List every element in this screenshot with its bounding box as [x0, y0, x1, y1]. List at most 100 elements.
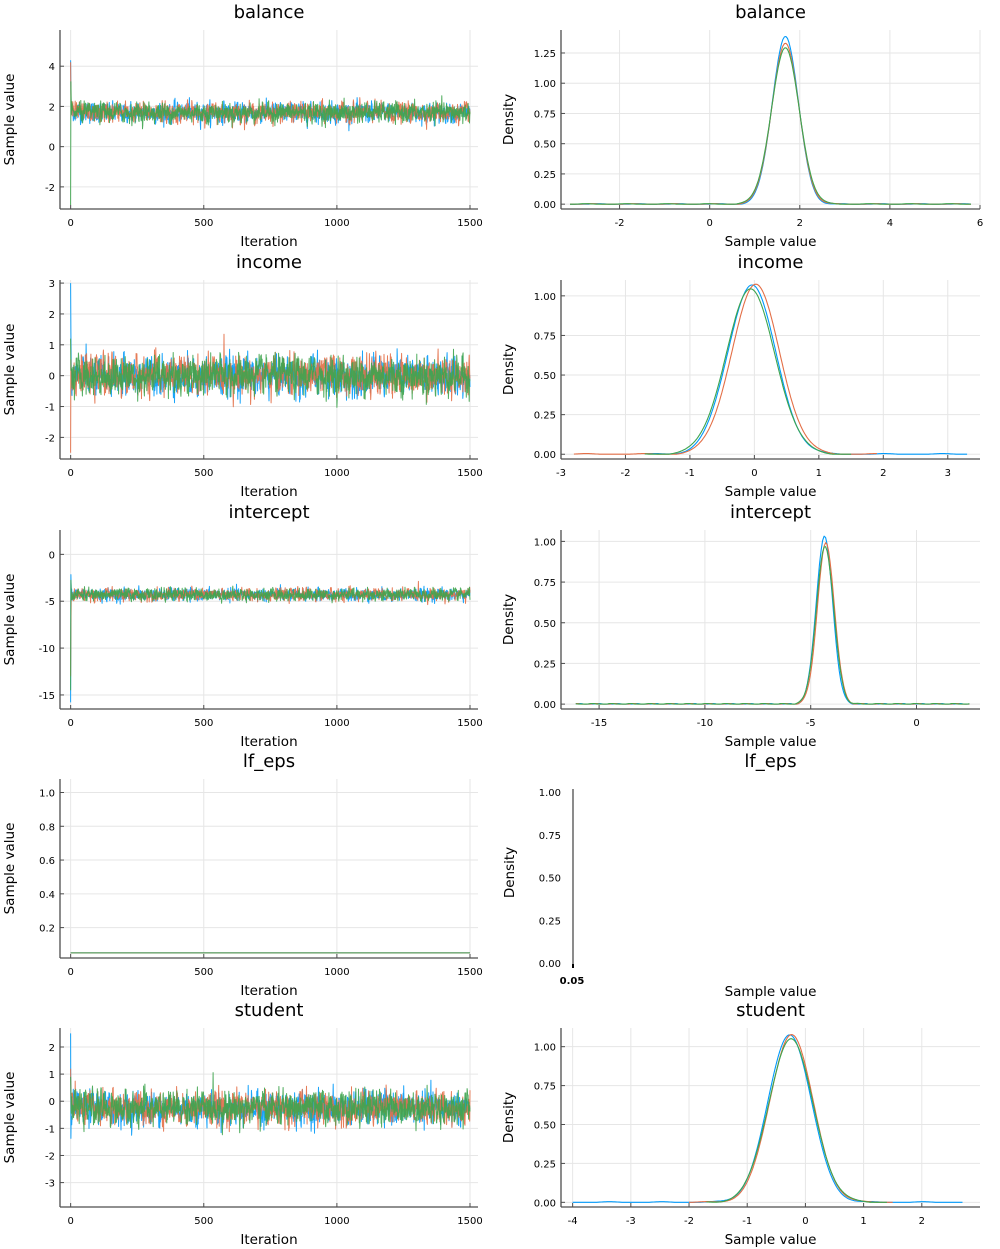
- x-tick-label: 500: [194, 718, 213, 729]
- trace-plot-balance: balance 0 500 1000 1500 -2 0 2 4 Iteration Sample …: [2, 2, 483, 250]
- plot-title: income: [738, 252, 804, 273]
- x-tick-label: -5: [806, 718, 816, 729]
- x-axis-label: Sample value: [725, 734, 817, 750]
- x-tick-label: 6: [977, 218, 983, 229]
- trace-line-chain2: [70, 62, 471, 131]
- x-axis-label: Iteration: [240, 983, 297, 999]
- x-tick-label: 1500: [457, 218, 482, 229]
- density-plot-income: income -3 -2 -1 0 1 2 3 0.00 0.25 0.50 0.75 1.00 Samp…: [501, 252, 980, 500]
- y-tick-label: 0.25: [534, 659, 556, 670]
- density-plot-student: student -4 -3 -2 -1 0 1 2 0.00 0.25 0.50 0.75 1.00 Sa…: [501, 1000, 980, 1248]
- x-tick-label: 0: [802, 1216, 808, 1227]
- y-tick-label: 1: [49, 341, 55, 352]
- x-tick-label: 1: [860, 1216, 866, 1227]
- density-line-chain2: [689, 1034, 893, 1203]
- x-tick-label: -1: [685, 468, 695, 479]
- x-tick-label: -2: [615, 218, 625, 229]
- y-tick-label: -2: [45, 1151, 55, 1162]
- x-axis-label: Iteration: [240, 234, 297, 250]
- y-tick-label: -2: [45, 183, 55, 194]
- y-tick-label: 0.25: [534, 411, 556, 422]
- density-line-chain3: [570, 47, 971, 205]
- y-tick-label: 0.50: [539, 874, 561, 885]
- y-tick-label: 0.00: [534, 450, 556, 461]
- density-line-chain2: [570, 42, 971, 205]
- y-tick-label: 0.25: [534, 170, 556, 181]
- y-tick-label: 0.50: [534, 1121, 556, 1132]
- y-tick-label: 0: [49, 372, 55, 383]
- plot-title: balance: [234, 2, 305, 23]
- x-axis-label: Iteration: [240, 734, 297, 750]
- y-tick-label: 0.75: [534, 578, 556, 589]
- x-tick-label: 4: [887, 218, 893, 229]
- plot-title: student: [235, 1000, 304, 1021]
- y-tick-label: 0.75: [539, 831, 561, 842]
- x-tick-label: 1000: [324, 218, 349, 229]
- x-tick-label: 0: [913, 718, 919, 729]
- y-tick-label: 2: [49, 310, 55, 321]
- y-tick-label: -3: [45, 1179, 55, 1190]
- x-tick-label: -1: [742, 1216, 752, 1227]
- y-tick-label: 0.4: [39, 890, 55, 901]
- y-tick-label: 3: [49, 279, 55, 290]
- x-tick-label: 0: [706, 218, 712, 229]
- y-tick-label: 0: [49, 550, 55, 561]
- y-tick-label: 0.00: [534, 200, 556, 211]
- trace-line-chain3: [70, 338, 471, 408]
- density-line-chain1: [572, 1034, 963, 1203]
- y-tick-label: -10: [39, 644, 55, 655]
- x-tick-label: 0: [67, 718, 73, 729]
- trace-line-chain2: [70, 333, 471, 453]
- y-tick-label: 0.00: [534, 1198, 556, 1209]
- y-axis-label: Sample value: [2, 574, 18, 666]
- plot-title: balance: [735, 2, 806, 23]
- y-axis-label: Sample value: [2, 823, 18, 915]
- y-tick-label: 1: [49, 1070, 55, 1081]
- density-plot-balance: balance -2 0 2 4 6 0.00 0.25 0.50 0.75 1.00 1.25 Sam…: [501, 2, 983, 250]
- trace-line-chain3: [70, 1072, 471, 1136]
- y-axis-label: Sample value: [2, 74, 18, 166]
- x-axis-label: Iteration: [240, 484, 297, 500]
- x-tick-label: 2: [797, 218, 803, 229]
- density-line-chain2: [573, 283, 877, 455]
- x-tick-label: -10: [697, 718, 713, 729]
- y-tick-label: 0.00: [534, 700, 556, 711]
- y-axis-label: Density: [501, 344, 517, 395]
- y-tick-label: 0.75: [534, 1082, 556, 1093]
- density-line-chain2: [575, 542, 970, 705]
- y-tick-label: 1.0: [39, 789, 55, 800]
- trace-plot-student: student 0 500 1000 1500 -3 -2 -1 0 1 2 Iteration Sam…: [2, 1000, 483, 1248]
- x-tick-label: -4: [568, 1216, 578, 1227]
- x-tick-label: 1500: [457, 718, 482, 729]
- x-tick-label: 1000: [324, 468, 349, 479]
- y-axis-label: Sample value: [2, 1072, 18, 1164]
- x-tick-label: -3: [626, 1216, 636, 1227]
- trace-line-chain3: [70, 81, 471, 206]
- x-tick-label: 0: [751, 468, 757, 479]
- x-tick-label: -2: [620, 468, 630, 479]
- y-tick-label: 0.25: [539, 916, 561, 927]
- y-axis-label: Density: [502, 847, 518, 898]
- density-line-chain1: [644, 284, 968, 455]
- x-tick-label: 500: [194, 468, 213, 479]
- x-tick-label: 500: [194, 967, 213, 978]
- y-axis-label: Density: [501, 1092, 517, 1143]
- x-tick-label: 1500: [457, 1216, 482, 1227]
- plot-title: lf_eps: [243, 751, 295, 772]
- y-tick-label: 1.00: [534, 292, 556, 303]
- y-tick-label: 0.50: [534, 619, 556, 630]
- density-plot-intercept: intercept -15 -10 -5 0 0.00 0.25 0.50 0.75 1.00 Sa…: [501, 502, 980, 750]
- y-tick-label: 4: [49, 62, 55, 73]
- density-line-chain3: [706, 1038, 887, 1203]
- y-axis-label: Sample value: [2, 324, 18, 416]
- y-tick-label: -1: [45, 403, 55, 414]
- y-axis-label: Density: [501, 94, 517, 145]
- density-line-chain1: [575, 535, 970, 705]
- y-tick-label: 2: [49, 1043, 55, 1054]
- x-tick-label: -2: [684, 1216, 694, 1227]
- x-axis-label: Sample value: [725, 1232, 817, 1248]
- x-tick-label: 1500: [457, 967, 482, 978]
- y-tick-label: -15: [39, 691, 55, 702]
- x-tick-label: 0: [67, 468, 73, 479]
